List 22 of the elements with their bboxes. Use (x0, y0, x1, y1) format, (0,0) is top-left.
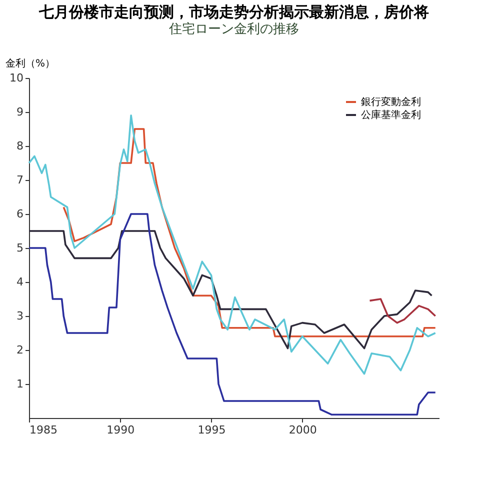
chart-subtitle: 住宅ローン金利の推移 (168, 21, 299, 37)
y-axis-title: 金利（%） (6, 58, 56, 70)
chart-title: 七月份楼市走向预测，市场走势分析揭示最新消息，房价将 (38, 3, 429, 21)
y-tick-label: 5 (16, 242, 24, 254)
legend-label: 銀行変動金利 (361, 96, 421, 108)
y-tick-label: 7 (16, 174, 24, 186)
x-tick-label: 1995 (198, 424, 226, 436)
y-tick-label: 8 (16, 140, 24, 152)
line-series (28, 213, 436, 416)
y-tick-label: 2 (16, 344, 24, 356)
y-tick-label: 10 (10, 72, 24, 84)
x-tick-label: 1990 (106, 424, 135, 436)
y-tick-label: 9 (16, 106, 24, 118)
x-tick-label: 2000 (288, 424, 317, 436)
y-tick-label: 1 (16, 378, 24, 390)
y-tick-label: 4 (16, 276, 24, 288)
y-tick-label: 3 (16, 310, 24, 322)
x-tick-label: 1985 (30, 424, 58, 436)
line-series (368, 298, 436, 324)
line-series (62, 128, 436, 338)
legend-label: 公庫基準金利 (361, 109, 421, 121)
y-tick-label: 6 (16, 208, 24, 220)
